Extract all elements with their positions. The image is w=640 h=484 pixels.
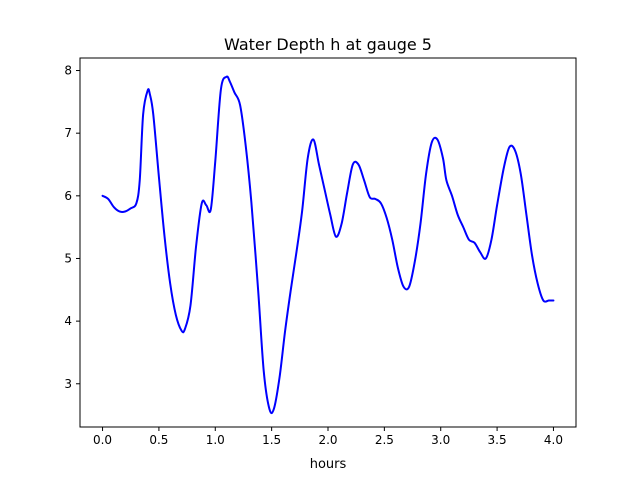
x-tick-label: 3.5 [488, 433, 507, 447]
x-tick-label: 4.0 [544, 433, 563, 447]
x-axis-label: hours [310, 457, 347, 472]
y-tick-label: 4 [64, 314, 72, 328]
chart-title: Water Depth h at gauge 5 [224, 35, 432, 54]
y-tick-label: 8 [64, 64, 72, 78]
x-tick-label: 1.5 [262, 433, 281, 447]
y-tick-label: 6 [64, 189, 72, 203]
y-tick-label: 5 [64, 251, 72, 265]
x-tick-label: 0.5 [149, 433, 168, 447]
y-tick-label: 7 [64, 126, 72, 140]
x-tick-label: 0.0 [93, 433, 112, 447]
series-line-0 [101, 75, 555, 415]
plot-area: 0.0 0.5 1.0 1.5 2.0 2.5 3.0 3.5 4.0 3 4 5 6 7 8 [64, 57, 577, 447]
y-tick-label: 3 [64, 377, 72, 391]
x-tick-label: 2.5 [375, 433, 394, 447]
x-tick-label: 1.0 [206, 433, 225, 447]
x-tick-label: 2.0 [318, 433, 337, 447]
x-tick-label: 3.0 [431, 433, 450, 447]
